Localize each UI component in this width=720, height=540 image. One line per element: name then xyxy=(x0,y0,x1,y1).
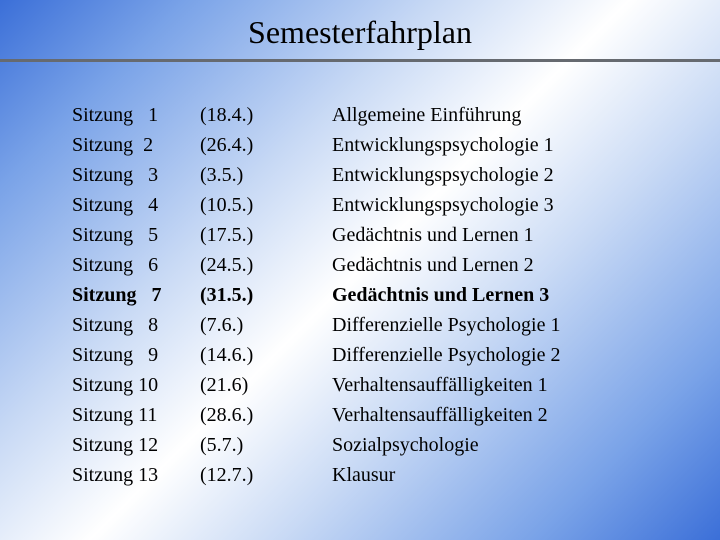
session-date: (14.6.) xyxy=(200,340,332,370)
session-date: (31.5.) xyxy=(200,280,332,310)
session-date: (10.5.) xyxy=(200,190,332,220)
session-label: Sitzung 13 xyxy=(72,460,200,490)
session-label: Sitzung 4 xyxy=(72,190,200,220)
session-topic: Gedächtnis und Lernen 2 xyxy=(332,250,720,280)
session-label: Sitzung 1 xyxy=(72,100,200,130)
session-date: (12.7.) xyxy=(200,460,332,490)
schedule-row: Sitzung 7(31.5.)Gedächtnis und Lernen 3 xyxy=(72,280,720,310)
schedule-list: Sitzung 1(18.4.)Allgemeine EinführungSit… xyxy=(0,62,720,490)
session-topic: Gedächtnis und Lernen 3 xyxy=(332,280,720,310)
session-date: (17.5.) xyxy=(200,220,332,250)
session-date: (18.4.) xyxy=(200,100,332,130)
session-label: Sitzung 11 xyxy=(72,400,200,430)
schedule-row: Sitzung 11(28.6.)Verhaltensauffälligkeit… xyxy=(72,400,720,430)
schedule-row: Sitzung 12(5.7.)Sozialpsychologie xyxy=(72,430,720,460)
session-topic: Entwicklungspsychologie 1 xyxy=(332,130,720,160)
session-label: Sitzung 12 xyxy=(72,430,200,460)
session-label: Sitzung 3 xyxy=(72,160,200,190)
schedule-row: Sitzung 4(10.5.)Entwicklungspsychologie … xyxy=(72,190,720,220)
session-label: Sitzung 7 xyxy=(72,280,200,310)
session-date: (26.4.) xyxy=(200,130,332,160)
schedule-row: Sitzung 1(18.4.)Allgemeine Einführung xyxy=(72,100,720,130)
session-topic: Allgemeine Einführung xyxy=(332,100,720,130)
slide: Semesterfahrplan Sitzung 1(18.4.)Allgeme… xyxy=(0,0,720,540)
session-topic: Verhaltensauffälligkeiten 2 xyxy=(332,400,720,430)
session-topic: Differenzielle Psychologie 2 xyxy=(332,340,720,370)
session-label: Sitzung 10 xyxy=(72,370,200,400)
schedule-row: Sitzung 9(14.6.)Differenzielle Psycholog… xyxy=(72,340,720,370)
session-label: Sitzung 5 xyxy=(72,220,200,250)
session-label: Sitzung 8 xyxy=(72,310,200,340)
session-date: (5.7.) xyxy=(200,430,332,460)
session-topic: Verhaltensauffälligkeiten 1 xyxy=(332,370,720,400)
slide-title: Semesterfahrplan xyxy=(0,0,720,59)
session-topic: Sozialpsychologie xyxy=(332,430,720,460)
schedule-row: Sitzung 5(17.5.)Gedächtnis und Lernen 1 xyxy=(72,220,720,250)
schedule-row: Sitzung 8(7.6.)Differenzielle Psychologi… xyxy=(72,310,720,340)
session-topic: Entwicklungspsychologie 3 xyxy=(332,190,720,220)
session-date: (21.6) xyxy=(200,370,332,400)
session-date: (7.6.) xyxy=(200,310,332,340)
session-date: (28.6.) xyxy=(200,400,332,430)
session-label: Sitzung 9 xyxy=(72,340,200,370)
session-topic: Klausur xyxy=(332,460,720,490)
session-label: Sitzung 6 xyxy=(72,250,200,280)
session-date: (3.5.) xyxy=(200,160,332,190)
schedule-row: Sitzung 13(12.7.)Klausur xyxy=(72,460,720,490)
schedule-row: Sitzung 10(21.6)Verhaltensauffälligkeite… xyxy=(72,370,720,400)
session-label: Sitzung 2 xyxy=(72,130,200,160)
session-topic: Entwicklungspsychologie 2 xyxy=(332,160,720,190)
session-date: (24.5.) xyxy=(200,250,332,280)
session-topic: Differenzielle Psychologie 1 xyxy=(332,310,720,340)
schedule-row: Sitzung 6(24.5.)Gedächtnis und Lernen 2 xyxy=(72,250,720,280)
schedule-row: Sitzung 3(3.5.)Entwicklungspsychologie 2 xyxy=(72,160,720,190)
session-topic: Gedächtnis und Lernen 1 xyxy=(332,220,720,250)
schedule-row: Sitzung 2(26.4.)Entwicklungspsychologie … xyxy=(72,130,720,160)
